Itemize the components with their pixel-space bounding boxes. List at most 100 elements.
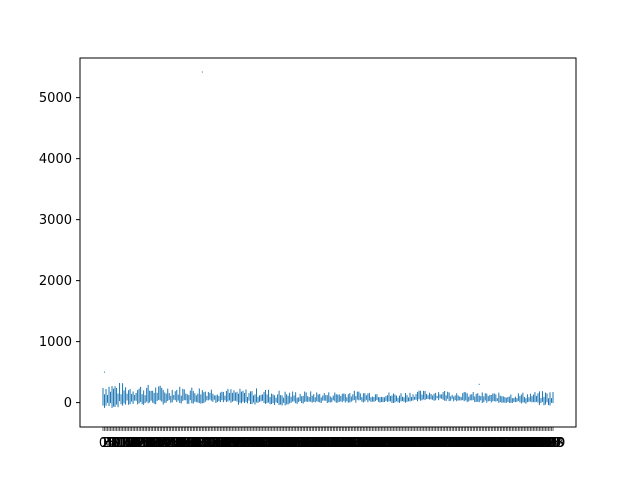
bar [489, 394, 491, 401]
bar [233, 390, 235, 401]
x-tick-label: 270 [497, 436, 522, 451]
bar [382, 397, 384, 403]
x-tick-label: 11 [111, 436, 128, 451]
x-tick-label: 205 [399, 436, 424, 451]
bar [537, 393, 539, 403]
x-tick-label: 129 [285, 436, 310, 451]
bar [424, 391, 426, 401]
bar [237, 393, 239, 405]
bar [176, 389, 178, 403]
x-tick-label: 267 [492, 436, 517, 451]
bar [159, 385, 161, 401]
x-tick-label: 56 [179, 436, 196, 451]
x-tick-label: 210 [407, 436, 432, 451]
x-tick-label: 229 [435, 436, 460, 451]
x-tick-label: 204 [398, 436, 423, 451]
x-tick-label: 70 [200, 436, 217, 451]
x-tick-label: 139 [300, 436, 325, 451]
bar [122, 383, 124, 406]
x-tick-label: 207 [402, 436, 427, 451]
bar [337, 394, 339, 403]
x-tick-label: 240 [452, 436, 477, 451]
x-tick-label: 127 [282, 436, 307, 451]
bar [174, 391, 176, 401]
x-tick-label: 245 [459, 436, 484, 451]
bar [236, 391, 238, 402]
bar [415, 394, 417, 400]
x-tick-label: 177 [357, 436, 382, 451]
x-tick-label: 194 [383, 436, 408, 451]
x-tick-label: 168 [343, 436, 368, 451]
x-tick-label: 53 [174, 436, 191, 451]
x-tick-label: 223 [426, 436, 451, 451]
x-tick-label: 297 [538, 436, 563, 451]
x-tick-label: 154 [322, 436, 347, 451]
x-tick-label: 112 [259, 436, 284, 451]
bar [456, 393, 458, 402]
x-tick-label: 124 [277, 436, 302, 451]
bar [368, 392, 370, 401]
x-tick-label: 78 [212, 436, 229, 451]
x-tick-label: 222 [425, 436, 450, 451]
bar [442, 392, 444, 400]
x-tick-label: 186 [371, 436, 396, 451]
bar [338, 394, 340, 403]
x-tick-label: 72 [203, 436, 220, 451]
bar [105, 388, 107, 406]
bar [528, 397, 530, 402]
bar [129, 388, 131, 405]
bar [523, 396, 525, 403]
x-tick-label: 24 [131, 436, 148, 451]
x-tick-label: 91 [232, 436, 249, 451]
bar [209, 392, 211, 400]
bar [299, 393, 301, 402]
x-tick-label: 155 [324, 436, 349, 451]
x-tick-label: 94 [236, 436, 253, 451]
x-tick-label: 167 [342, 436, 367, 451]
x-tick-label: 79 [214, 436, 231, 451]
bar [406, 395, 408, 402]
bar [436, 395, 438, 399]
bar [123, 390, 125, 404]
bar [215, 395, 217, 403]
x-tick-label: 95 [238, 436, 255, 451]
bar [295, 392, 297, 404]
bar [349, 393, 351, 403]
bar [167, 388, 169, 401]
x-tick-label: 258 [479, 436, 504, 451]
bar [444, 390, 446, 401]
x-tick-label: 180 [361, 436, 386, 451]
bar [361, 397, 363, 402]
x-tick-label: 160 [331, 436, 356, 451]
bar [549, 392, 551, 406]
bar [198, 388, 200, 404]
x-tick-label: 46 [164, 436, 181, 451]
bar [316, 392, 318, 402]
bar [405, 393, 407, 403]
bar [183, 389, 185, 401]
bar [265, 389, 267, 404]
bar [471, 394, 473, 401]
x-tick-label: 33 [144, 436, 161, 451]
bar [414, 396, 416, 400]
x-tick-label: 149 [315, 436, 340, 451]
bar [144, 395, 146, 404]
x-tick-label: 118 [268, 436, 293, 451]
bar [379, 397, 381, 403]
bar [177, 394, 179, 401]
bar [510, 394, 512, 403]
bar [310, 391, 312, 402]
bar [532, 394, 534, 403]
bar [137, 390, 139, 405]
x-tick-label: 260 [482, 436, 507, 451]
bar [373, 397, 375, 402]
x-tick-label: 137 [297, 436, 322, 451]
bar [507, 396, 509, 402]
x-tick-label: 277 [507, 436, 532, 451]
x-tick-label: 114 [262, 436, 287, 451]
bar [290, 396, 292, 403]
y-tick-label: 5000 [39, 91, 72, 106]
bar [272, 394, 274, 404]
x-tick-label: 6 [108, 436, 116, 451]
x-tick-label: 64 [191, 436, 208, 451]
